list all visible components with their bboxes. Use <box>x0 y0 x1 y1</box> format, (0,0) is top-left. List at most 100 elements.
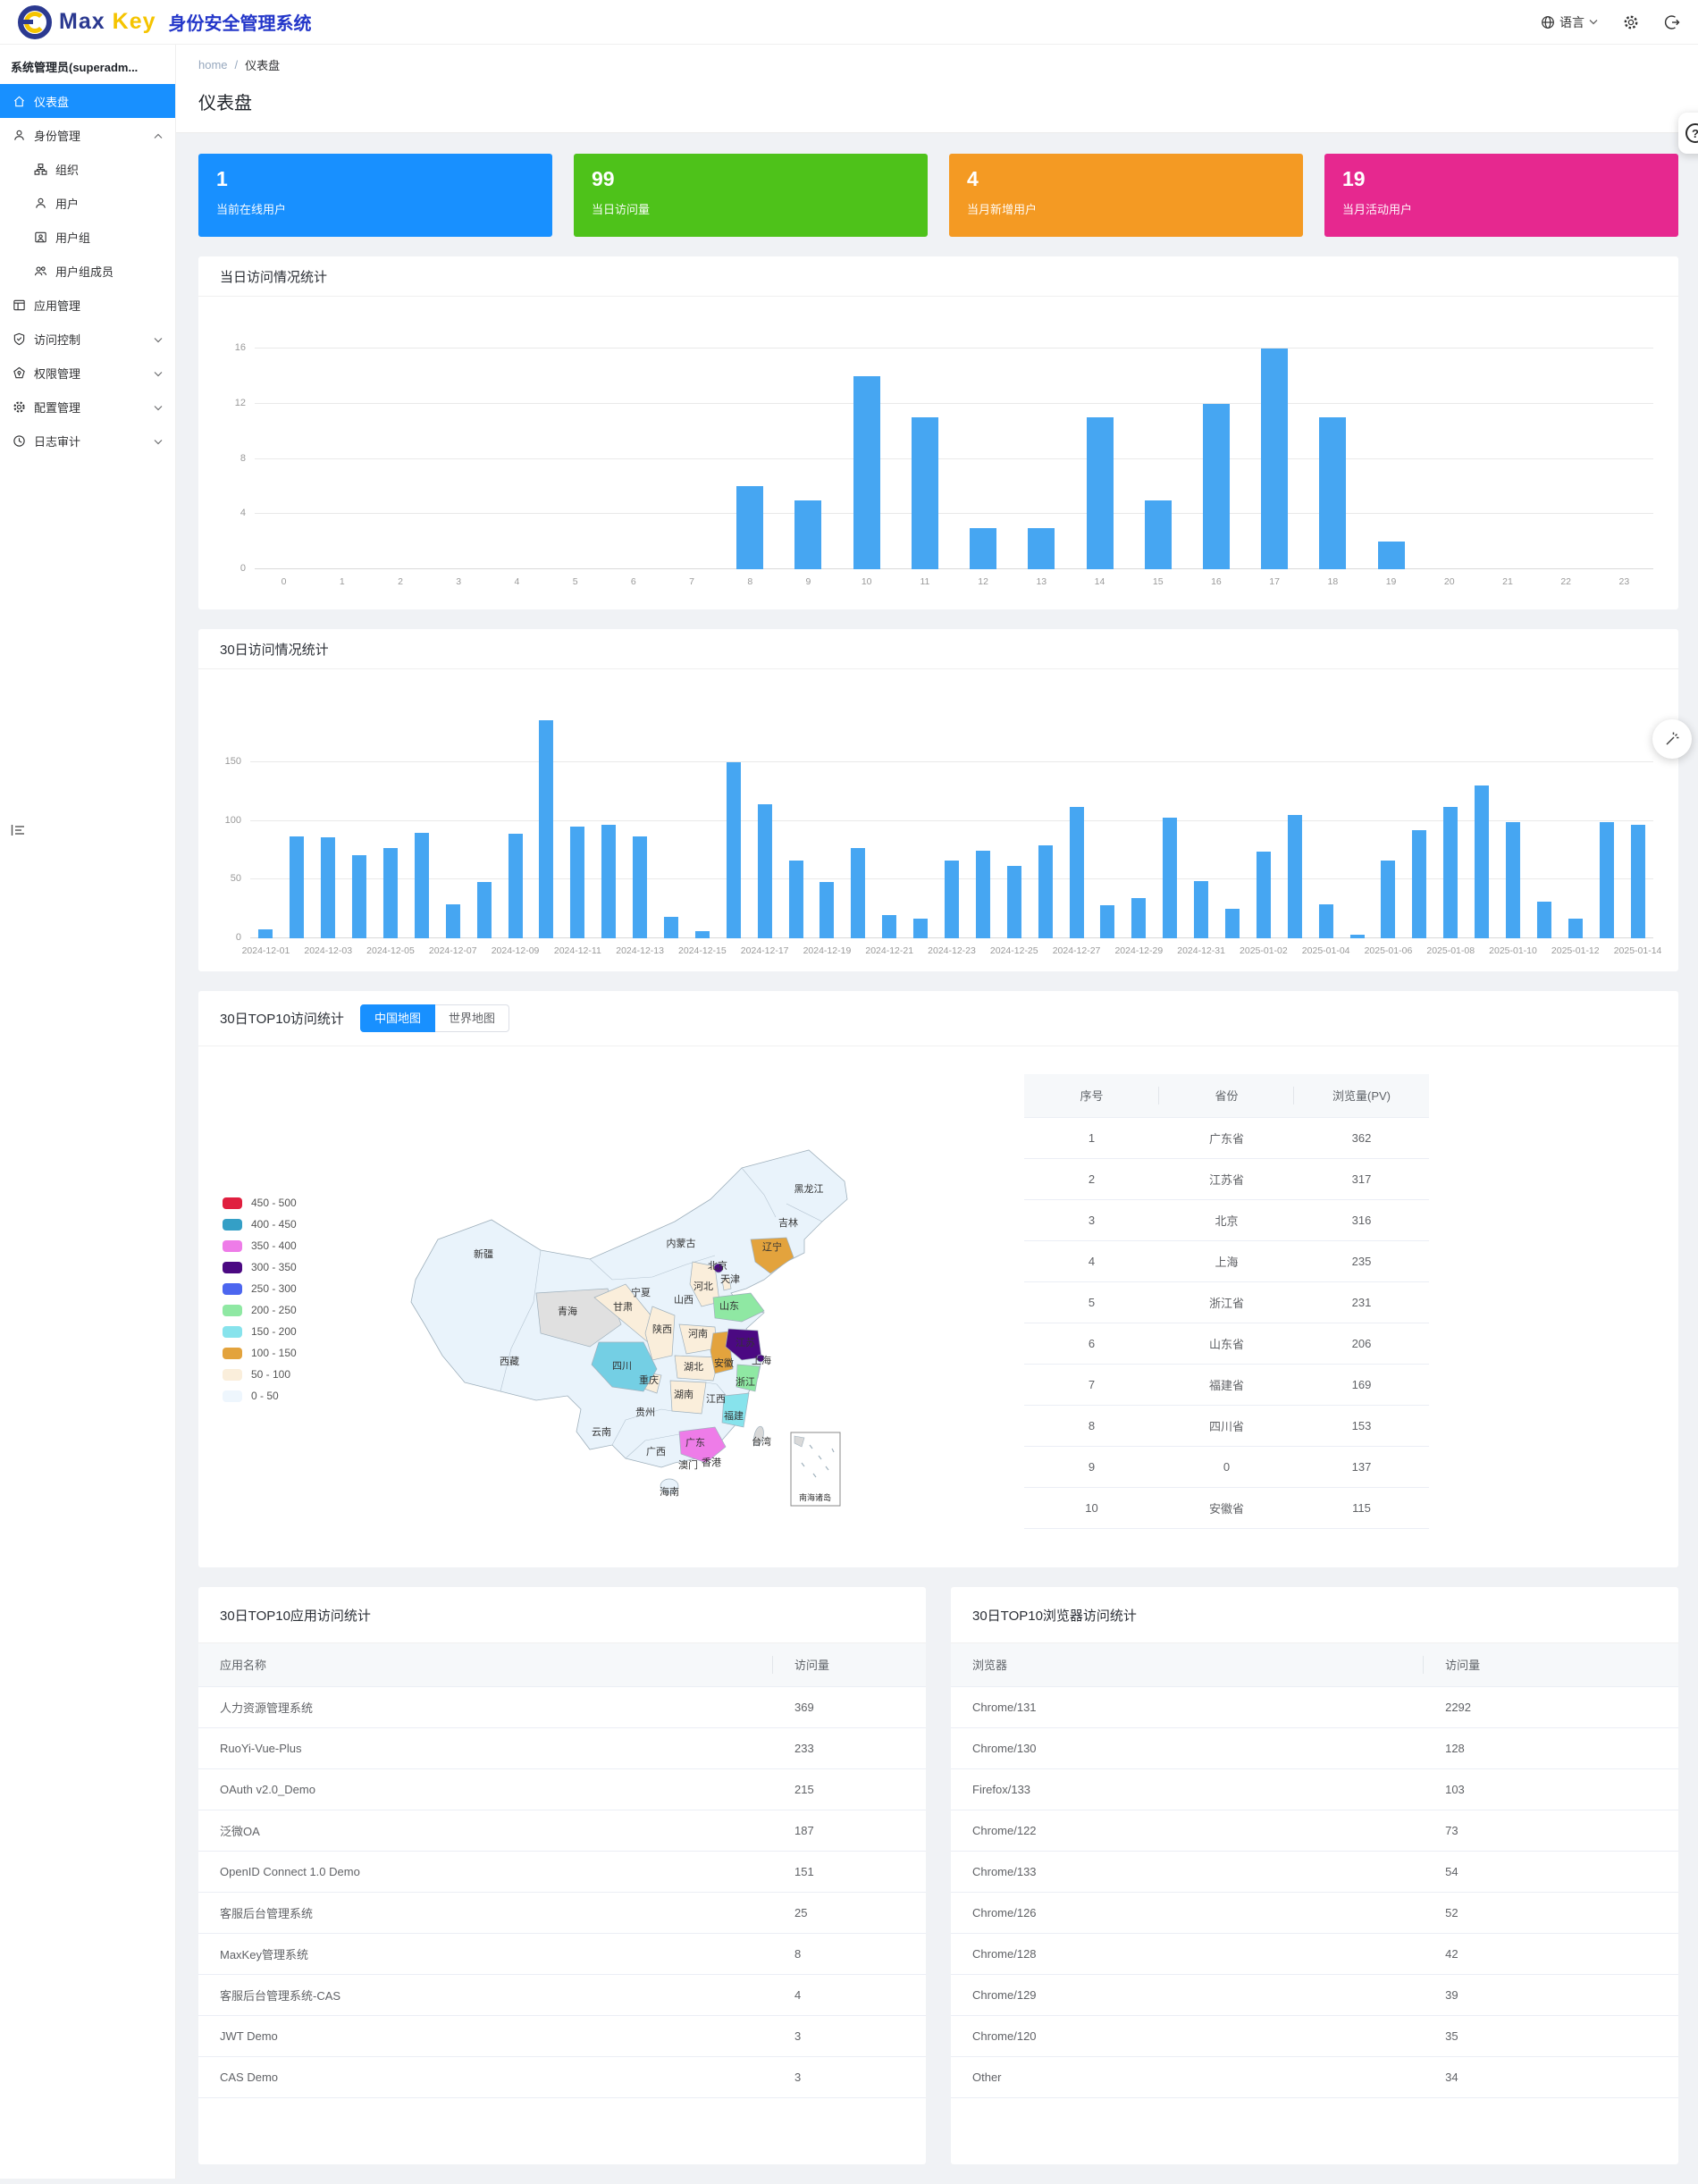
bar-11 <box>911 417 938 569</box>
table-cell: 151 <box>773 1851 926 1893</box>
province-shandong[interactable] <box>712 1292 765 1323</box>
bar-2025-01-06 <box>1381 861 1396 938</box>
table-cell: OAuth v2.0_Demo <box>198 1768 774 1810</box>
help-button[interactable]: ? <box>1678 113 1698 154</box>
table-cell: Chrome/133 <box>951 1851 1425 1893</box>
bar-2024-12-05 <box>382 847 399 938</box>
province-qinghai[interactable] <box>535 1288 622 1348</box>
breadcrumb-home[interactable]: home <box>198 58 228 71</box>
app-header: Max Key 身份安全管理系统 语言 <box>0 0 1698 45</box>
sidebar-item-身份管理[interactable]: 身份管理 <box>0 118 175 152</box>
province-zhejiang[interactable] <box>736 1364 761 1392</box>
logout-button[interactable] <box>1664 14 1680 30</box>
province-shanghai[interactable] <box>756 1354 765 1363</box>
collapse-sidebar-icon[interactable] <box>11 824 25 841</box>
x-axis-tick: 17 <box>1269 576 1280 587</box>
legend-label: 100 - 150 <box>251 1347 297 1359</box>
sidebar-item-访问控制[interactable]: 访问控制 <box>0 322 175 356</box>
page-title: 仪表盘 <box>198 94 252 113</box>
map-label-青海: 青海 <box>558 1305 577 1317</box>
table-row: Chrome/128 42 <box>951 1933 1678 1975</box>
table-cell: 317 <box>1294 1158 1429 1200</box>
bar-15 <box>1144 500 1172 569</box>
table-row: 客服后台管理系统-CAS 4 <box>198 1974 926 2016</box>
table-cell: 206 <box>1294 1323 1429 1365</box>
sidebar-item-应用管理[interactable]: 应用管理 <box>0 288 175 322</box>
table-cell: 8 <box>1024 1405 1159 1447</box>
sidebar-item-用户[interactable]: 用户 <box>0 186 175 220</box>
province-hainan[interactable] <box>660 1478 679 1494</box>
province-table: 序号 省份 浏览量(PV) 1 广东省 362 2 江苏省 317 3 北京 316 4 上海 235 5 浙… <box>1024 1074 1429 1529</box>
breadcrumb-current: 仪表盘 <box>245 59 281 72</box>
breadcrumb: home / 仪表盘 <box>198 56 1676 73</box>
sidebar-item-组织[interactable]: 组织 <box>0 152 175 186</box>
sidebar-item-用户组[interactable]: 用户组 <box>0 220 175 254</box>
map-label-香港: 香港 <box>702 1457 721 1468</box>
chevron-down-icon <box>154 400 163 414</box>
bar-2025-01-04 <box>1318 903 1333 938</box>
table-cell: 山东省 <box>1159 1323 1294 1365</box>
province-beijing[interactable] <box>713 1263 724 1273</box>
map-label-山东: 山东 <box>719 1300 739 1312</box>
audit-icon <box>13 434 26 448</box>
province-hunan[interactable] <box>669 1380 707 1415</box>
settings-button[interactable] <box>1623 14 1639 30</box>
table-row: RuoYi-Vue-Plus 233 <box>198 1727 926 1769</box>
tab-世界地图[interactable]: 世界地图 <box>434 1004 509 1032</box>
province-tianjin[interactable] <box>721 1277 732 1291</box>
top10-browsers-panel: 30日TOP10浏览器访问统计 浏览器 访问量 Chrome/131 2292 Chr… <box>951 1587 1678 2164</box>
x-axis-tick: 2024-12-01 <box>241 945 290 956</box>
bar-2024-12-18 <box>788 861 803 938</box>
bar-2024-12-01 <box>258 928 273 938</box>
table-cell: 25 <box>773 1892 926 1934</box>
table-cell: 233 <box>773 1727 926 1769</box>
province-shaanxi[interactable] <box>644 1306 676 1361</box>
bar-2024-12-21 <box>882 914 897 938</box>
stat-label: 当月新增用户 <box>967 202 1038 216</box>
table-cell: 39 <box>1424 1974 1678 2016</box>
stat-card-当日访问量: 99 当日访问量 <box>574 154 928 237</box>
x-axis-tick: 2025-01-06 <box>1364 945 1413 956</box>
tab-中国地图[interactable]: 中国地图 <box>359 1004 435 1032</box>
map-legend: 450 - 500 400 - 450 350 - 400 300 - 350 250 … <box>223 1192 297 1407</box>
table-cell: 四川省 <box>1159 1405 1294 1447</box>
theme-wand-button[interactable] <box>1652 719 1692 759</box>
province-sichuan[interactable] <box>591 1341 658 1392</box>
sidebar-item-配置管理[interactable]: 配置管理 <box>0 390 175 424</box>
language-menu[interactable]: 语言 <box>1541 13 1598 31</box>
apps-table: 应用名称 访问量 人力资源管理系统 369 RuoYi-Vue-Plus 233 OAut… <box>198 1643 926 2098</box>
table-cell: 137 <box>1294 1446 1429 1488</box>
table-cell: 187 <box>773 1810 926 1852</box>
legend-swatch <box>223 1239 242 1252</box>
chevron-down-icon <box>154 434 163 448</box>
sidebar-item-权限管理[interactable]: 权限管理 <box>0 356 175 390</box>
hourly-visits-chart: 0 4 8 12 16 0 1 2 3 4 5 6 7 8 9 10 11 12 13 14 15 16 17 18 19 20 2… <box>198 297 1678 609</box>
table-cell: Chrome/131 <box>951 1686 1425 1728</box>
province-hubei[interactable] <box>674 1355 720 1382</box>
table-cell: 3 <box>773 2015 926 2057</box>
province-hebei[interactable] <box>689 1261 720 1307</box>
table-cell: 8 <box>773 1933 926 1975</box>
sidebar-item-用户组成员[interactable]: 用户组成员 <box>0 254 175 288</box>
table-row: 3 北京 316 <box>1024 1199 1429 1241</box>
permission-icon <box>13 366 26 380</box>
stat-value: 4 <box>967 167 979 190</box>
x-axis-tick: 3 <box>456 576 462 587</box>
home-icon <box>13 95 26 108</box>
stat-cards-row: 1 当前在线用户 99 当日访问量 4 当月新增用户 19 当月活动用户 <box>198 154 1678 237</box>
province-taiwan[interactable] <box>752 1425 765 1447</box>
province-liaoning[interactable] <box>750 1237 794 1274</box>
province-fujian[interactable] <box>721 1392 750 1428</box>
legend-swatch <box>223 1325 242 1338</box>
province-jiangsu[interactable] <box>725 1328 762 1361</box>
sidebar-item-日志审计[interactable]: 日志审计 <box>0 424 175 458</box>
column-header: 浏览器 <box>951 1643 1425 1687</box>
x-axis-tick: 8 <box>747 576 753 587</box>
bar-2025-01-14 <box>1630 824 1645 938</box>
province-guangdong[interactable] <box>678 1426 727 1464</box>
x-axis-tick: 2024-12-09 <box>491 945 540 956</box>
sidebar-item-仪表盘[interactable]: 仪表盘 <box>0 84 175 118</box>
bar-18 <box>1319 417 1347 569</box>
table-cell: Chrome/126 <box>951 1892 1425 1934</box>
